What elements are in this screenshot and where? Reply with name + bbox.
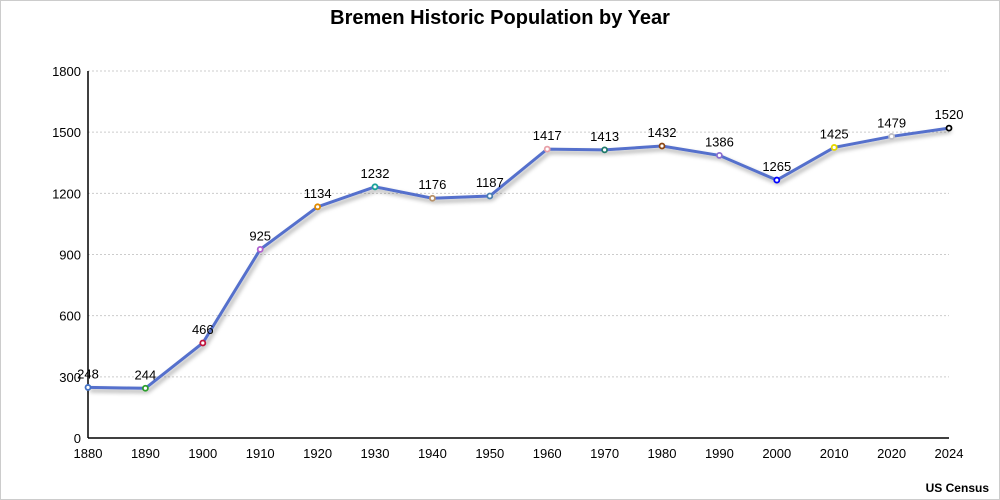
x-tick-label: 1920 bbox=[303, 446, 332, 461]
x-tick-label: 1900 bbox=[188, 446, 217, 461]
data-label: 925 bbox=[249, 228, 271, 243]
x-tick-label: 1890 bbox=[131, 446, 160, 461]
data-label: 1265 bbox=[762, 159, 791, 174]
x-tick-label: 2020 bbox=[877, 446, 906, 461]
data-point bbox=[716, 152, 723, 159]
data-point bbox=[601, 146, 608, 154]
data-label: 1176 bbox=[418, 177, 446, 192]
x-tick-label: 2024 bbox=[935, 446, 964, 461]
chart-title: Bremen Historic Population by Year bbox=[330, 7, 670, 29]
data-point bbox=[773, 176, 781, 184]
data-label: 466 bbox=[192, 322, 214, 337]
data-label: 1413 bbox=[590, 129, 619, 144]
y-tick-label: 1200 bbox=[52, 186, 81, 201]
x-tick-label: 1930 bbox=[361, 446, 390, 461]
data-point bbox=[256, 246, 264, 253]
data-point bbox=[314, 203, 322, 211]
x-tick-label: 1940 bbox=[418, 446, 447, 461]
data-label: 1134 bbox=[304, 186, 332, 201]
x-tick-label: 1980 bbox=[648, 446, 677, 461]
data-point bbox=[428, 194, 436, 202]
y-tick-label: 1500 bbox=[52, 125, 81, 140]
x-tick-label: 1910 bbox=[246, 446, 275, 461]
data-point bbox=[658, 142, 666, 150]
x-tick-label: 1950 bbox=[475, 446, 504, 461]
source-label: US Census bbox=[925, 481, 989, 495]
series-line bbox=[87, 126, 950, 390]
x-tick-label: 1880 bbox=[74, 446, 103, 461]
y-tick-label: 1800 bbox=[52, 64, 81, 79]
data-point bbox=[199, 339, 207, 347]
data-point bbox=[830, 144, 838, 151]
y-tick-label: 300 bbox=[59, 370, 81, 385]
y-tick-label: 0 bbox=[74, 431, 81, 446]
data-label: 244 bbox=[135, 367, 157, 382]
y-tick-label: 600 bbox=[59, 309, 81, 324]
x-tick-label: 2010 bbox=[820, 446, 849, 461]
data-label: 1425 bbox=[820, 126, 849, 141]
data-label: 1520 bbox=[935, 107, 964, 122]
x-tick-label: 1960 bbox=[533, 446, 562, 461]
data-label: 1187 bbox=[476, 175, 504, 190]
data-label: 1232 bbox=[361, 166, 390, 181]
x-tick-label: 1990 bbox=[705, 446, 734, 461]
data-label: 248 bbox=[77, 366, 99, 381]
y-tick-label: 900 bbox=[59, 248, 81, 263]
data-label: 1432 bbox=[648, 125, 677, 140]
data-label: 1479 bbox=[877, 115, 906, 130]
data-point bbox=[84, 384, 92, 391]
data-label: 1417 bbox=[533, 128, 562, 143]
data-point bbox=[486, 192, 494, 200]
data-point bbox=[945, 124, 953, 132]
data-label: 1386 bbox=[705, 134, 734, 149]
data-point bbox=[543, 145, 551, 153]
x-tick-label: 2000 bbox=[762, 446, 791, 461]
data-point bbox=[371, 183, 379, 191]
data-point bbox=[888, 133, 895, 140]
data-point bbox=[141, 384, 149, 392]
x-tick-label: 1970 bbox=[590, 446, 619, 461]
